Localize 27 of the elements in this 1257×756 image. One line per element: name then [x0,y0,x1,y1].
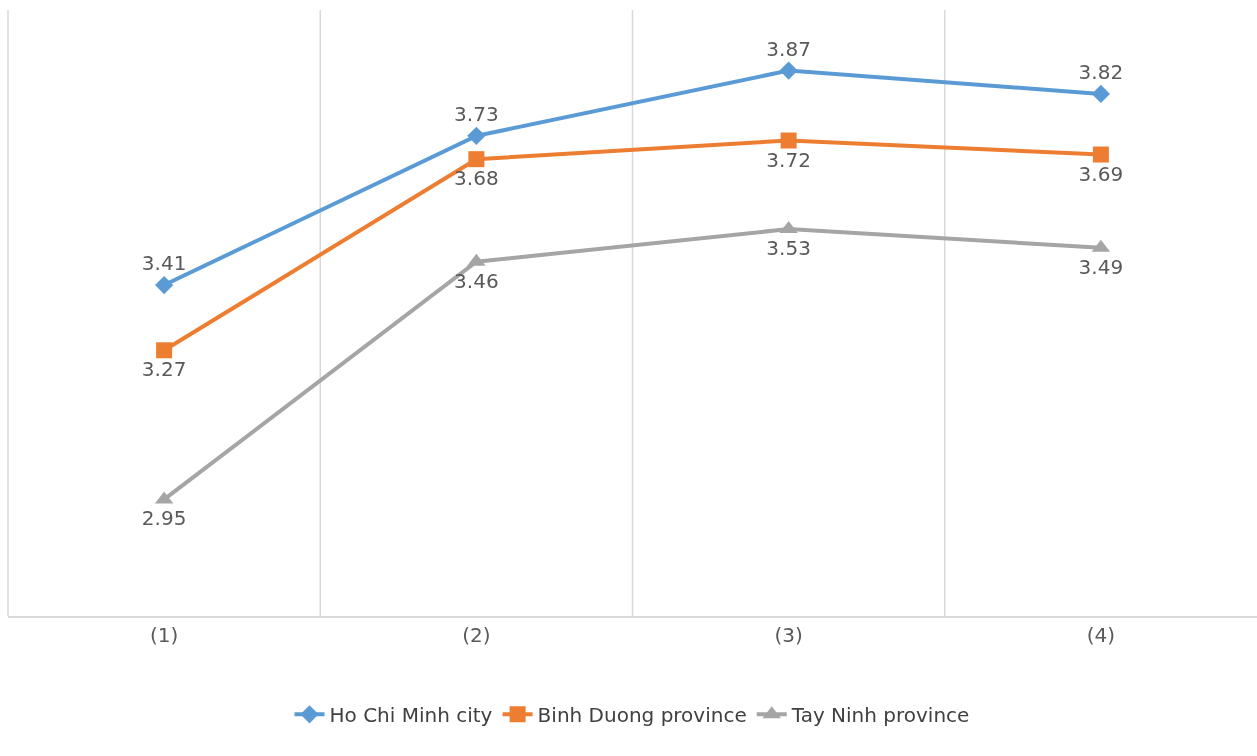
data-label: 3.53 [766,236,811,261]
point [467,126,486,145]
legend-label: Binh Duong province [537,703,747,728]
data-label: 3.87 [766,36,811,61]
legend-label: Tay Ninh province [790,703,970,728]
data-label: 3.49 [1078,254,1124,279]
x-tick-label: (4) [1086,622,1116,647]
point [1091,84,1110,104]
data-label: 3.27 [141,357,187,382]
data-label: 3.72 [766,147,811,172]
x-tick-label: (2) [462,622,491,647]
data-label: 2.95 [141,506,187,531]
x-tick-label: (1) [149,622,179,647]
point [156,342,173,359]
data-label: 3.73 [454,102,499,127]
x-tick-label: (3) [774,622,803,647]
point [468,151,485,168]
data-label: 3.46 [454,268,499,293]
point [779,61,798,80]
data-label: 3.41 [141,251,187,276]
point [155,275,174,295]
data-label: 3.82 [1078,60,1124,85]
legend-label: Ho Chi Minh city [329,703,493,728]
data-label: 3.68 [454,166,499,191]
data-label: 3.69 [1078,161,1124,186]
point [780,132,797,149]
point [1092,146,1109,163]
